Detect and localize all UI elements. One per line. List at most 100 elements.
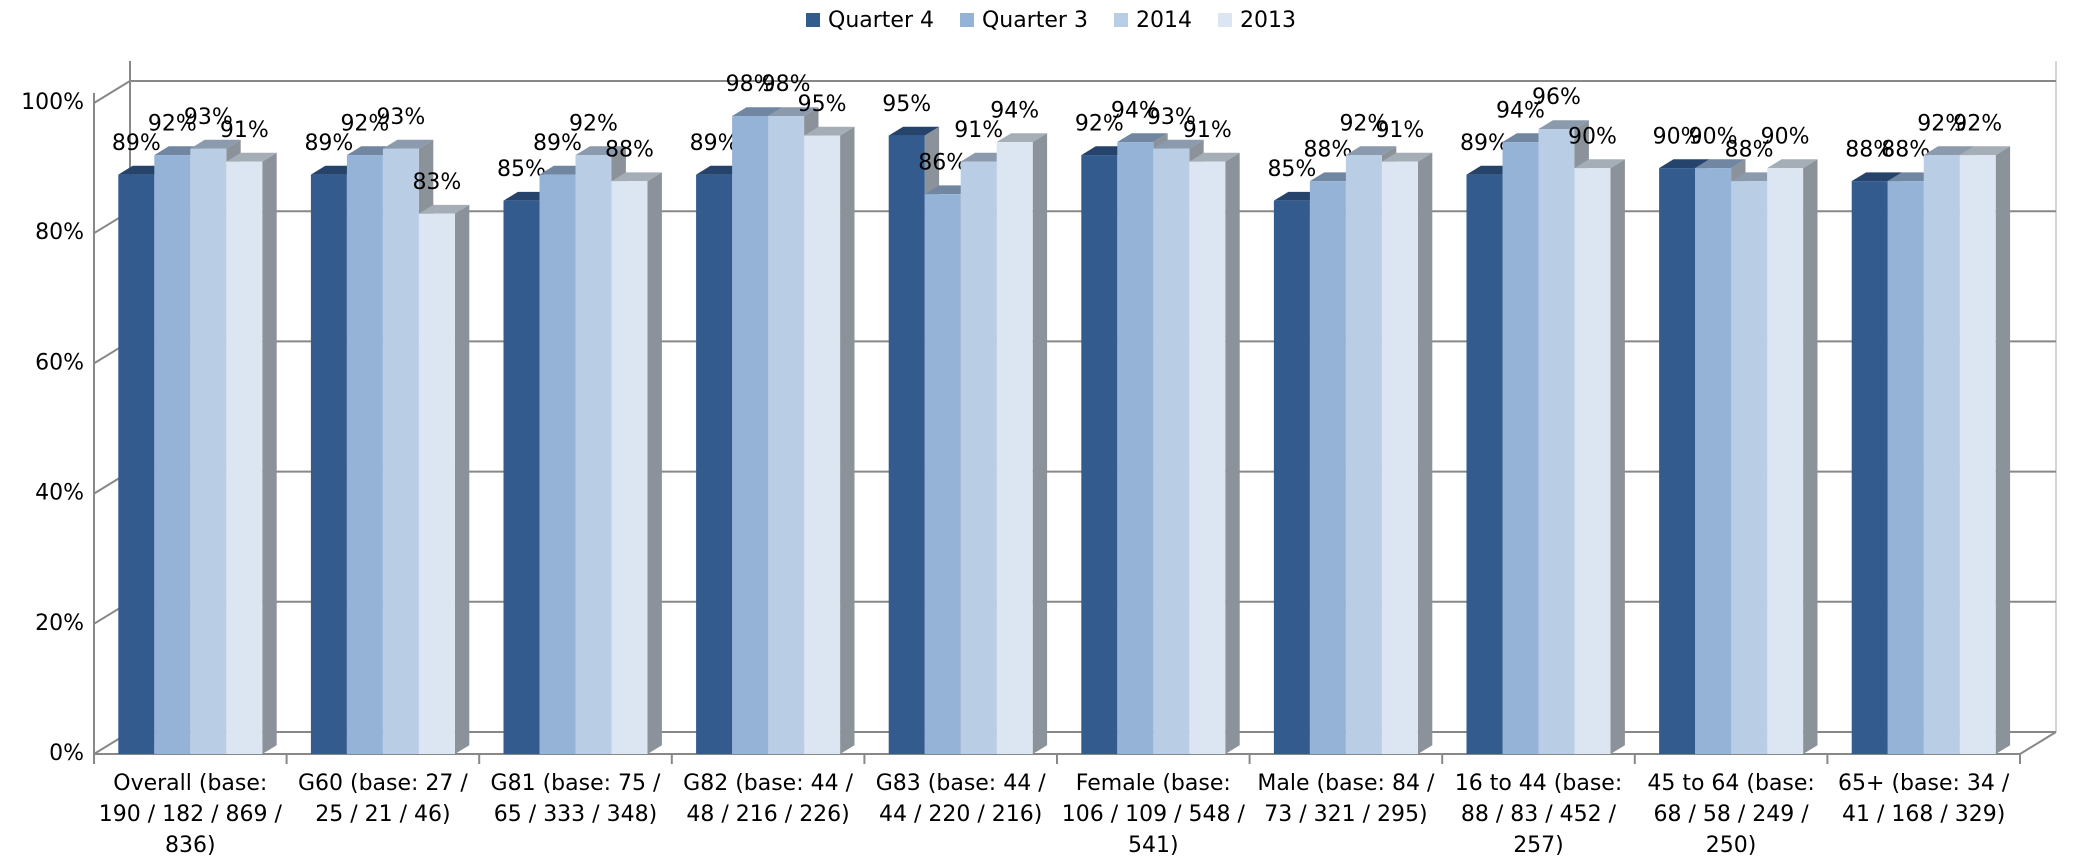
bar-top — [1959, 146, 2011, 156]
value-label: 91% — [954, 118, 1003, 143]
value-label: 95% — [882, 92, 931, 117]
bar — [924, 194, 961, 754]
bar — [768, 116, 805, 754]
legend-swatch — [806, 13, 820, 27]
bar — [1466, 174, 1503, 755]
bar-side — [454, 204, 470, 754]
bar — [154, 155, 191, 754]
bar — [1659, 168, 1696, 755]
value-label: 88% — [1845, 137, 1894, 162]
x-tick-label: Overall (base: 190 / 182 / 869 / 836) — [98, 771, 282, 858]
bar-top — [190, 139, 241, 149]
value-label: 95% — [798, 92, 847, 117]
value-label: 85% — [497, 157, 546, 182]
floor-right — [2019, 731, 2057, 755]
value-label: 92% — [340, 111, 389, 136]
bar-top — [418, 204, 470, 214]
bar — [1117, 142, 1154, 754]
bar — [226, 161, 263, 755]
legend-label: Quarter 3 — [982, 8, 1088, 33]
bar-side — [840, 126, 855, 754]
bar-side — [1995, 146, 2011, 754]
bar — [382, 148, 419, 754]
value-label: 91% — [1183, 118, 1232, 143]
x-tick-label: 16 to 44 (base: 88 / 83 / 452 / 257) — [1454, 771, 1623, 858]
y-tick-label: 80% — [35, 220, 84, 245]
bar — [1189, 161, 1226, 755]
value-label: 91% — [1375, 118, 1424, 143]
value-label: 85% — [1267, 157, 1316, 182]
x-tick-label: 65+ (base: 34 / 41 / 168 / 329) — [1838, 771, 2010, 827]
value-label: 90% — [1653, 124, 1702, 149]
value-label: 90% — [1761, 124, 1810, 149]
legend-label: 2014 — [1136, 8, 1192, 33]
bar — [503, 200, 540, 754]
bar — [310, 174, 347, 755]
grid-diagonal — [93, 80, 131, 104]
bar-top — [1767, 159, 1818, 169]
bar-top — [382, 139, 434, 149]
bar — [1923, 155, 1960, 754]
bar — [1153, 148, 1190, 754]
bar — [1851, 181, 1888, 754]
bar — [190, 148, 227, 754]
bar-top — [575, 146, 626, 156]
bar — [804, 135, 841, 755]
value-label: 90% — [1689, 124, 1738, 149]
bar — [696, 174, 733, 755]
bar — [1887, 181, 1924, 754]
bar-side — [647, 172, 662, 754]
bar — [732, 116, 769, 754]
bar — [346, 155, 383, 754]
bar-top — [1189, 152, 1240, 162]
bar — [1345, 155, 1382, 754]
bar-top — [888, 126, 940, 136]
y-tick-label: 20% — [35, 611, 84, 636]
value-label: 90% — [1568, 124, 1617, 149]
x-tick-label: G83 (base: 44 / 44 / 220 / 216) — [875, 771, 1046, 827]
bar — [1574, 168, 1611, 755]
bar-side — [1417, 152, 1433, 755]
value-label: 88% — [605, 137, 654, 162]
bar-top — [611, 172, 662, 182]
bar-top — [768, 107, 819, 117]
y-tick-label: 100% — [21, 90, 84, 115]
y-tick-label: 40% — [35, 481, 84, 506]
bar — [539, 174, 576, 755]
bar — [1381, 161, 1418, 755]
bar — [1081, 155, 1118, 754]
legend-swatch — [959, 13, 974, 27]
bar-top — [1659, 159, 1710, 169]
legend-label: Quarter 4 — [828, 8, 934, 33]
x-tick-label: G81 (base: 75 / 65 / 333 / 348) — [490, 771, 661, 827]
value-label: 88% — [1725, 137, 1774, 162]
value-label: 94% — [1496, 98, 1545, 123]
bar-top — [732, 107, 783, 117]
bar — [611, 181, 648, 754]
value-label: 98% — [726, 72, 775, 97]
value-label: 89% — [533, 131, 582, 156]
x-tick-label: G82 (base: 44 / 48 / 216 / 226) — [683, 771, 854, 827]
value-label: 89% — [304, 131, 353, 156]
bar-top — [1117, 133, 1168, 143]
value-label: 89% — [1460, 131, 1509, 156]
y-tick-label: 0% — [49, 741, 84, 766]
value-label: 89% — [112, 131, 161, 156]
x-tick-label: G60 (base: 27 / 25 / 21 / 46) — [297, 771, 468, 827]
bar — [1538, 129, 1575, 755]
bar-side — [1032, 133, 1048, 754]
value-label: 92% — [1075, 111, 1124, 136]
value-label: 88% — [1303, 137, 1352, 162]
bar — [418, 213, 455, 755]
bar-side — [1610, 159, 1625, 755]
x-tick-label: 45 to 64 (base: 68 / 58 / 249 / 250) — [1647, 771, 1815, 858]
bar-top — [1851, 172, 1903, 182]
y-tick-label: 60% — [35, 350, 84, 375]
x-tick-label: Male (base: 84 / 73 / 321 / 295) — [1257, 771, 1435, 827]
value-label: 92% — [1953, 111, 2002, 136]
bar-top — [996, 133, 1048, 143]
value-label: 91% — [220, 118, 269, 143]
bar-top — [1381, 152, 1433, 162]
